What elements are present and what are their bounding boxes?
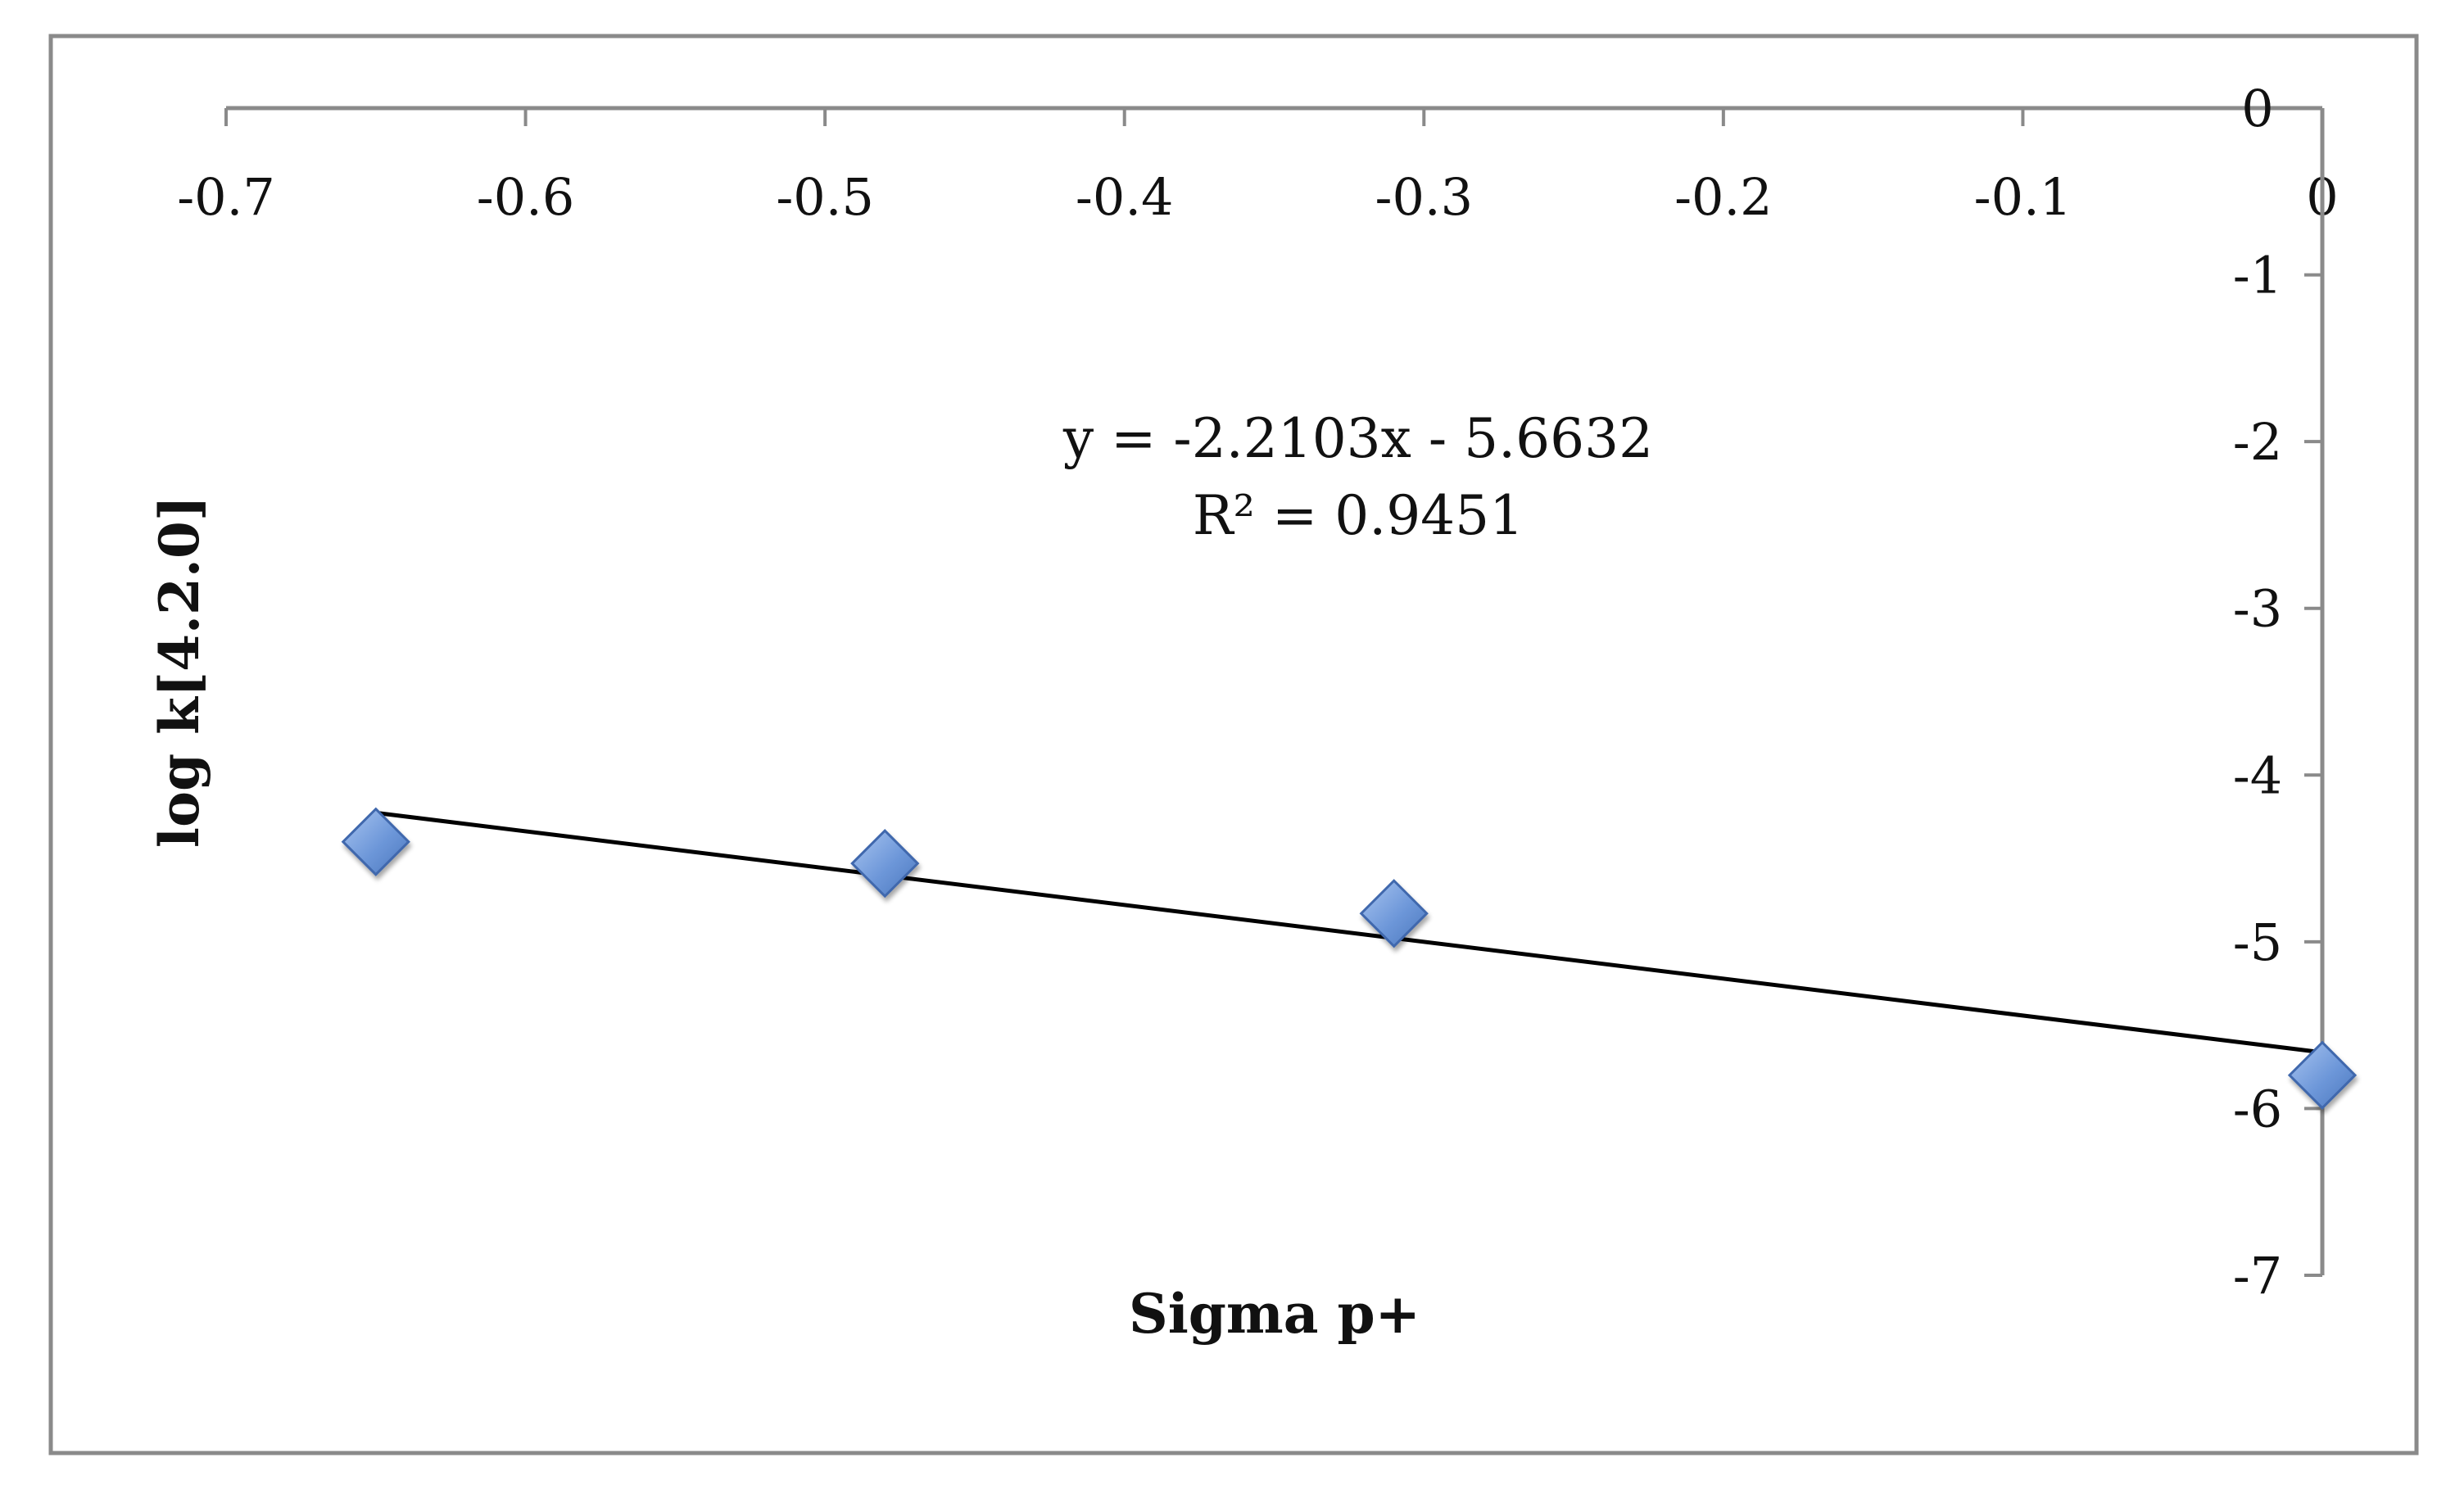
- y-tick-label: -2: [2233, 412, 2282, 472]
- y-tick-label: -7: [2233, 1246, 2282, 1306]
- y-tick-label: 0: [2241, 79, 2273, 138]
- x-tick-label: -0.5: [776, 167, 874, 227]
- x-tick-label: -0.6: [477, 167, 575, 227]
- data-point-3: [1359, 879, 1429, 948]
- trendline-r2: R² = 0.9451: [1193, 484, 1524, 547]
- x-tick-label: -0.7: [177, 167, 275, 227]
- x-tick-label: -0.3: [1375, 167, 1474, 227]
- trendline-layer: [375, 810, 2323, 1055]
- chart-frame: [48, 34, 2419, 1455]
- y-tick-label: -4: [2233, 745, 2282, 805]
- y-tick-label: -5: [2233, 912, 2282, 972]
- data-point-4: [2287, 1040, 2358, 1110]
- x-tick-label: -0.4: [1076, 167, 1174, 227]
- x-axis-title: Sigma p+: [1129, 1282, 1420, 1346]
- y-tick-label: -1: [2233, 246, 2282, 306]
- y-tick-label: -3: [2233, 579, 2282, 639]
- data-points: [341, 807, 2358, 1110]
- x-axis: -0.7-0.6-0.5-0.4-0.3-0.2-0.10: [177, 106, 2339, 227]
- data-point-2: [850, 829, 920, 899]
- y-tick-label: -6: [2233, 1079, 2282, 1139]
- trendline: [375, 810, 2323, 1055]
- y-axis-title: log k[4.2.0]: [147, 496, 211, 848]
- y-axis: 0 -1 -2 -3 -4 -5 -6 -7: [2233, 79, 2325, 1306]
- data-point-1: [341, 807, 410, 876]
- x-tick-label: -0.2: [1674, 167, 1773, 227]
- x-tick-label: -0.1: [1974, 167, 2072, 227]
- trendline-equation: y = -2.2103x - 5.6632: [1062, 407, 1653, 470]
